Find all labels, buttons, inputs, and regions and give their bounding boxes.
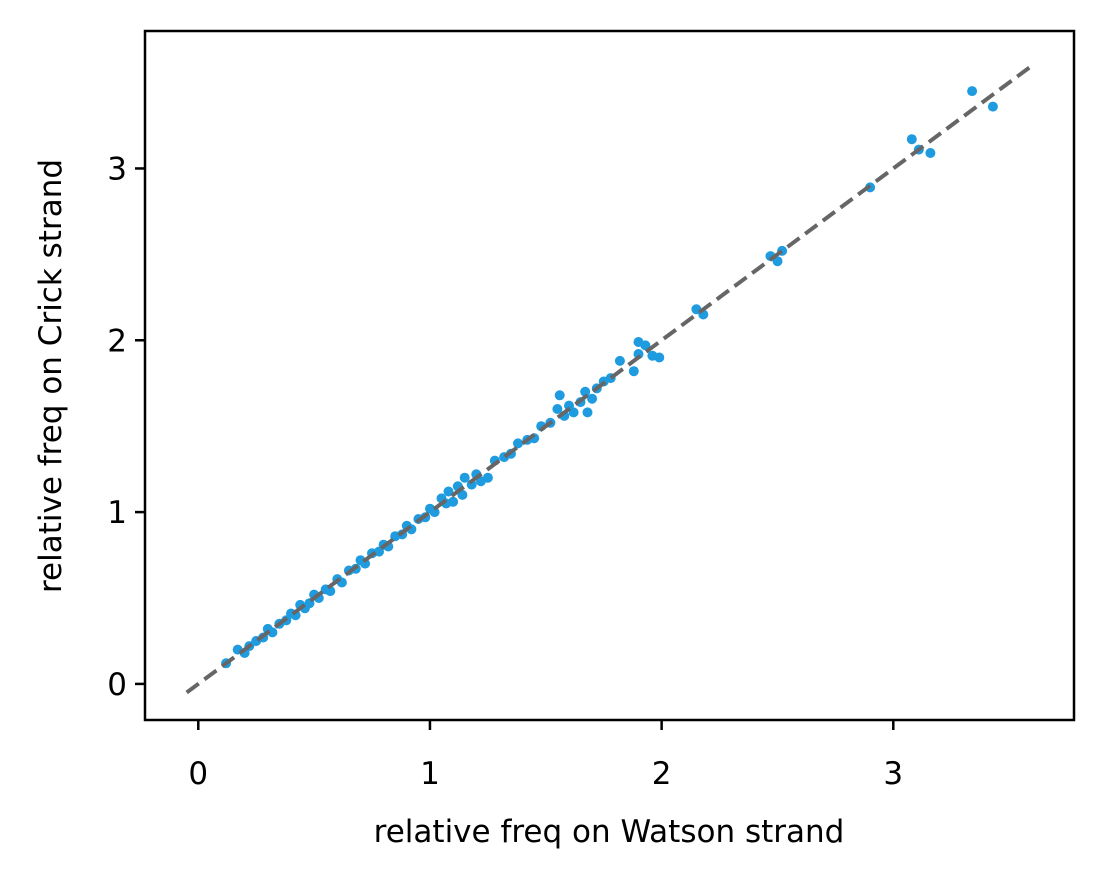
data-point xyxy=(633,349,644,359)
data-point xyxy=(925,148,936,158)
y-axis-label: relative freq on Crick strand xyxy=(33,159,69,593)
data-point xyxy=(640,340,651,351)
data-point xyxy=(554,390,565,401)
y-tick-label: 1 xyxy=(107,495,127,531)
data-point xyxy=(482,472,493,483)
data-point xyxy=(325,586,336,597)
y-tick-label: 2 xyxy=(107,323,127,359)
data-point xyxy=(429,507,440,518)
x-tick-label: 2 xyxy=(652,756,672,792)
data-point xyxy=(628,366,639,377)
plot-area xyxy=(185,63,1034,695)
data-point xyxy=(552,404,563,414)
data-point xyxy=(967,86,978,97)
data-point xyxy=(459,472,470,483)
data-point xyxy=(772,256,783,267)
x-axis-label: relative freq on Watson strand xyxy=(374,814,845,850)
data-point xyxy=(267,627,278,638)
data-point xyxy=(587,393,598,404)
data-point xyxy=(448,496,459,507)
data-point xyxy=(582,407,593,418)
data-point xyxy=(568,407,579,418)
axes-frame xyxy=(143,29,1076,722)
data-point xyxy=(906,134,917,145)
data-point xyxy=(580,386,591,397)
data-point xyxy=(614,355,625,366)
data-point xyxy=(987,101,998,112)
axis-ticks: 0 1 2 3 0 1 2 3 xyxy=(107,151,903,792)
data-point xyxy=(457,489,468,500)
x-tick-label: 0 xyxy=(188,756,208,792)
data-point xyxy=(513,438,523,449)
y-tick-label: 0 xyxy=(107,667,127,703)
data-point xyxy=(360,558,371,569)
x-tick-label: 3 xyxy=(883,756,903,792)
y-tick-label: 3 xyxy=(107,151,127,187)
x-tick-label: 1 xyxy=(420,756,440,792)
data-point xyxy=(654,352,665,363)
